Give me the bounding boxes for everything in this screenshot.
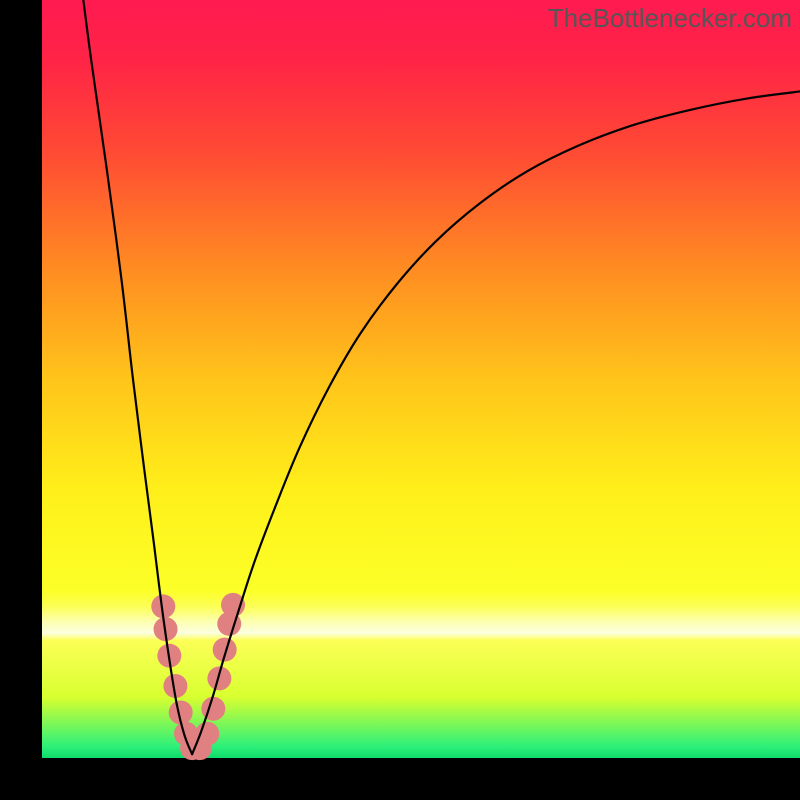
markers-group (151, 593, 245, 760)
marker-dot (195, 722, 219, 746)
watermark-text: TheBottlenecker.com (548, 3, 792, 34)
marker-dot (201, 697, 225, 721)
curve-right (192, 91, 800, 754)
chart-frame: TheBottlenecker.com (0, 0, 800, 800)
curve-left (81, 0, 192, 754)
plot-area: TheBottlenecker.com (42, 0, 800, 758)
curves-layer (42, 0, 800, 758)
